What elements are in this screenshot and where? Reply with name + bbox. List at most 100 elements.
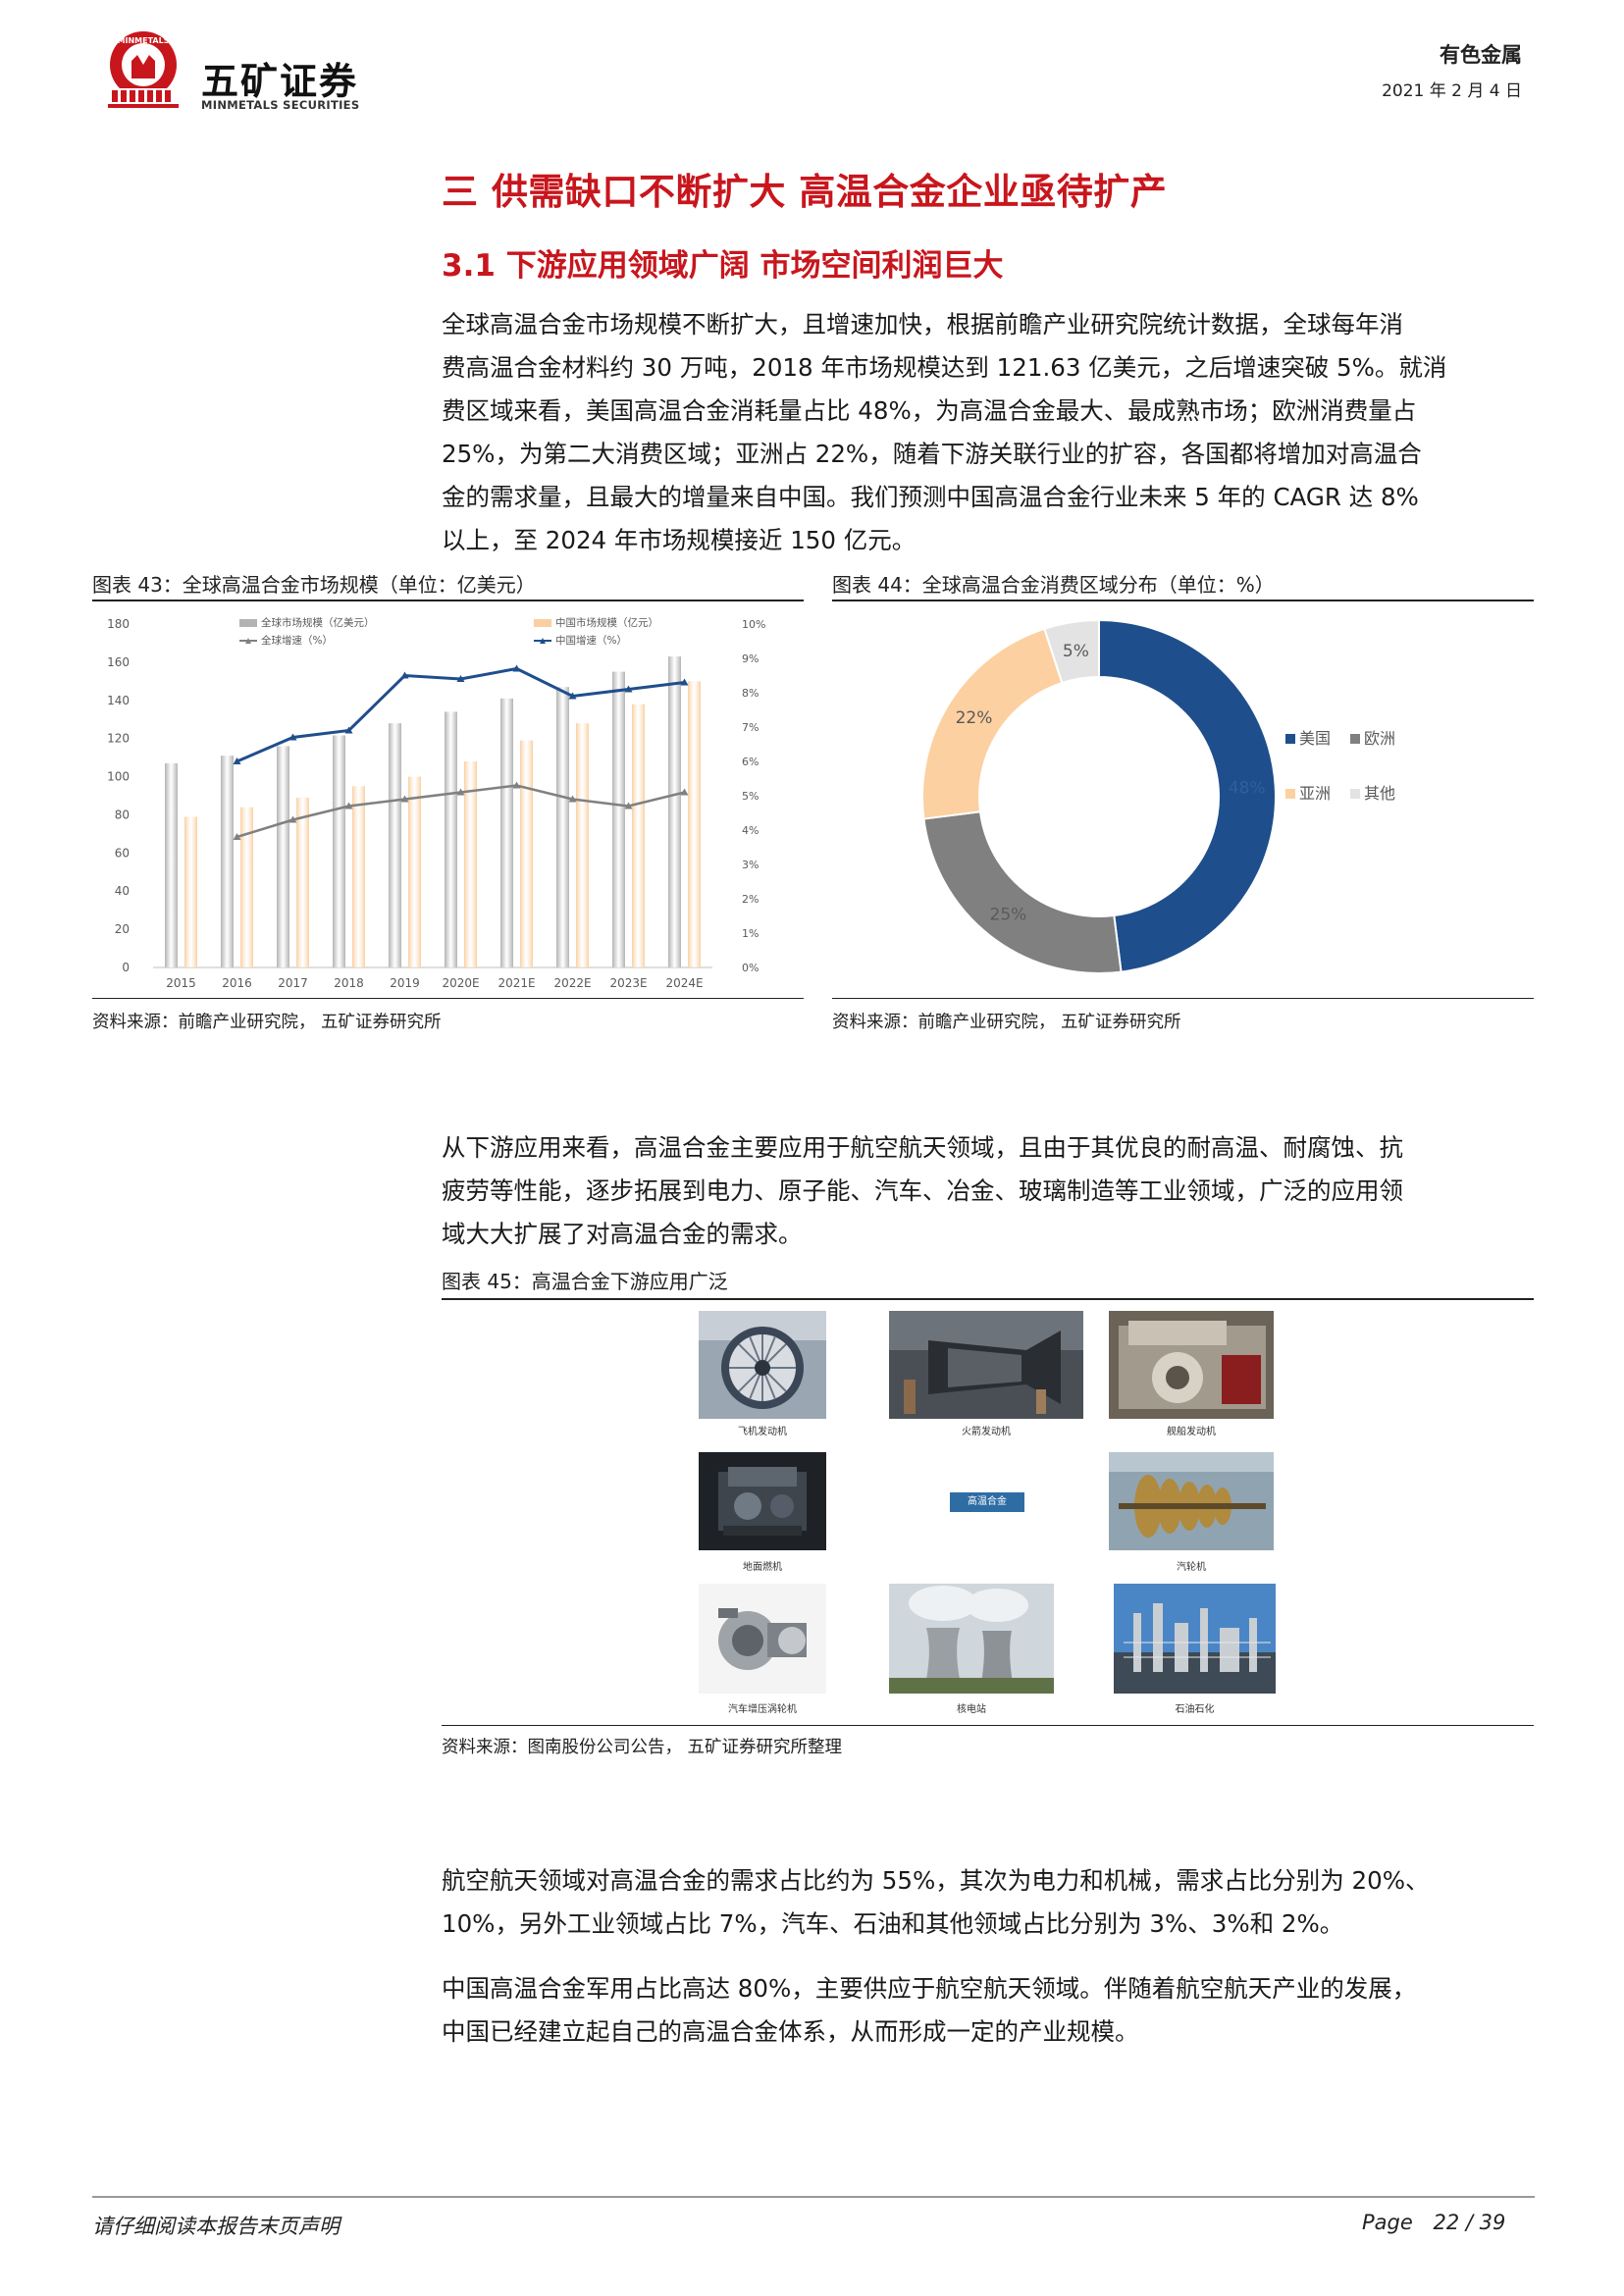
y2-tick-label: 8%	[742, 687, 759, 700]
figure43-chart: 0 20 40 60 80 100 120 140 160 180 0% 1% 2% 3% 4% 5% 6% 7%…	[92, 604, 804, 997]
text-line: 航空航天领域对高温合金的需求占比约为 55%，其次为电力和机械，需求占比分别为 …	[442, 1866, 1430, 1895]
bar-china-size	[520, 740, 533, 967]
legend-swatch	[1350, 734, 1360, 744]
bar-global-size	[612, 671, 625, 967]
donut-data-label: 5%	[1063, 642, 1089, 661]
y2-tick-label: 4%	[742, 824, 759, 837]
y2-tick-label: 9%	[742, 652, 759, 665]
y2-tick-label: 5%	[742, 790, 759, 803]
text-line: 10%，另外工业领域占比 7%，汽车、石油和其他领域占比分别为 3%、3%和 2…	[442, 1909, 1344, 1938]
app-label: 汽车增压涡轮机	[728, 1704, 797, 1715]
figure43-top-rule	[92, 600, 804, 601]
app-image-petrochemical	[1114, 1584, 1276, 1694]
text-line: 从下游应用来看，高温合金主要应用于航空航天领域，且由于其优良的耐高温、耐腐蚀、抗	[442, 1133, 1403, 1162]
y2-tick-label: 7%	[742, 721, 759, 734]
app-image-gas-turbine	[699, 1452, 826, 1550]
y2-tick-label: 10%	[742, 618, 765, 631]
page-number: 22 / 39	[1433, 2211, 1506, 2234]
bar-global-size	[500, 698, 513, 967]
point-china-growth	[288, 733, 297, 741]
y2-tick-label: 6%	[742, 756, 759, 768]
point-china-growth	[456, 675, 465, 682]
industry-label: 有色金属	[1440, 43, 1522, 67]
legend-label: 中国增速（%）	[555, 634, 627, 647]
x-tick-label: 2020E	[442, 976, 479, 990]
donut-slice-0	[1098, 618, 1277, 973]
app-image-nuclear-plant	[889, 1584, 1054, 1694]
text-line: 费高温合金材料约 30 万吨，2018 年市场规模达到 121.63 亿美元，之…	[442, 353, 1447, 382]
marine-engine-photo-icon	[1109, 1311, 1274, 1419]
bar-global-size	[165, 762, 178, 967]
y-tick-label: 120	[107, 732, 130, 746]
legend-swatch	[239, 619, 257, 627]
legend-label: 欧洲	[1364, 729, 1395, 748]
legend-swatch	[1350, 789, 1360, 799]
text-line: 中国已经建立起自己的高温合金体系，从而形成一定的产业规模。	[442, 2017, 1139, 2046]
text-line: 金的需求量，且最大的增量来自中国。我们预测中国高温合金行业未来 5 年的 CAG…	[442, 483, 1419, 511]
y-tick-label: 180	[107, 617, 130, 631]
app-image-steam-turbine	[1109, 1452, 1274, 1550]
figure45-caption: 图表 45：高温合金下游应用广泛	[442, 1270, 728, 1293]
app-image-rocket-engine	[889, 1311, 1083, 1419]
svg-text:MINMETALS: MINMETALS	[118, 36, 170, 45]
logo: MINMETALS	[102, 27, 184, 112]
legend-marker	[245, 638, 251, 644]
figure44-chart: 48% 25% 22% 5% 美国 欧洲 亚洲 其他	[832, 604, 1534, 997]
y-tick-label: 80	[115, 808, 130, 821]
bar-china-size	[576, 723, 589, 967]
jet-engine-photo-icon	[699, 1311, 826, 1419]
subsection-title: 3.1 下游应用领域广阔 市场空间利润巨大	[442, 248, 1004, 284]
donut-slice-3	[1043, 618, 1100, 685]
legend-swatch	[534, 619, 551, 627]
x-tick-label: 2021E	[498, 976, 535, 990]
point-china-growth	[400, 671, 409, 679]
point-global-growth	[680, 788, 689, 796]
x-tick-label: 2015	[166, 976, 196, 990]
point-global-growth	[288, 815, 297, 823]
footer-page: Page 22 / 39	[1362, 2211, 1505, 2234]
x-tick-label: 2017	[278, 976, 308, 990]
y2-tick-label: 1%	[742, 927, 759, 940]
point-china-growth	[680, 678, 689, 686]
figure44-top-rule	[832, 600, 1534, 601]
figure43-caption: 图表 43：全球高温合金市场规模（单位：亿美元）	[92, 573, 536, 597]
paragraph-demand-share: 航空航天领域对高温合金的需求占比约为 55%，其次为电力和机械，需求占比分别为 …	[442, 1859, 1536, 1946]
bar-china-size	[240, 807, 253, 967]
section-title: 三 供需缺口不断扩大 高温合金企业亟待扩产	[442, 171, 1168, 213]
legend-swatch	[1285, 734, 1295, 744]
point-china-growth	[344, 726, 353, 734]
legend-marker	[540, 638, 546, 644]
app-label: 汽轮机	[1177, 1562, 1206, 1573]
text-line: 25%，为第二大消费区域；亚洲占 22%，随着下游关联行业的扩容，各国都将增加对…	[442, 440, 1422, 468]
text-line: 费区域来看，美国高温合金消耗量占比 48%，为高温合金最大、最成熟市场；欧洲消费…	[442, 396, 1417, 425]
donut-data-label: 25%	[990, 905, 1027, 924]
point-global-growth	[512, 781, 521, 789]
app-label: 石油石化	[1175, 1704, 1215, 1715]
legend-label: 全球市场规模（亿美元）	[261, 616, 375, 629]
figure43-bottom-rule	[92, 998, 804, 999]
nuclear-plant-photo-icon	[889, 1584, 1054, 1694]
figure45-top-rule	[442, 1298, 1534, 1300]
legend-label: 亚洲	[1299, 784, 1331, 803]
minmetals-logo-icon: MINMETALS	[108, 31, 179, 108]
app-label: 舰船发动机	[1167, 1427, 1216, 1437]
bar-global-size	[668, 656, 681, 967]
donut-data-label: 48%	[1229, 779, 1266, 799]
footer-disclaimer: 请仔细阅读本报告末页声明	[92, 2215, 340, 2238]
text-line: 疲劳等性能，逐步拓展到电力、原子能、汽车、冶金、玻璃制造等工业领域，广泛的应用领	[442, 1176, 1403, 1205]
bar-global-size	[389, 723, 401, 967]
y2-tick-label: 3%	[742, 859, 759, 871]
bar-china-size	[352, 786, 365, 967]
y2-tick-label: 2%	[742, 893, 759, 906]
report-date: 2021 年 2 月 4 日	[1382, 81, 1522, 101]
x-tick-label: 2024E	[665, 976, 703, 990]
gas-turbine-photo-icon	[699, 1452, 826, 1550]
company-name-en: MINMETALS SECURITIES	[201, 98, 360, 112]
paragraph-market-size: 全球高温合金市场规模不断扩大，且增速加快，根据前瞻产业研究院统计数据，全球每年消…	[442, 303, 1536, 562]
point-global-growth	[456, 788, 465, 796]
figure45-source: 资料来源：图南股份公司公告， 五矿证券研究所整理	[442, 1738, 843, 1757]
bar-china-size	[688, 681, 701, 967]
y-tick-label: 20	[115, 922, 130, 936]
point-china-growth	[512, 664, 521, 672]
